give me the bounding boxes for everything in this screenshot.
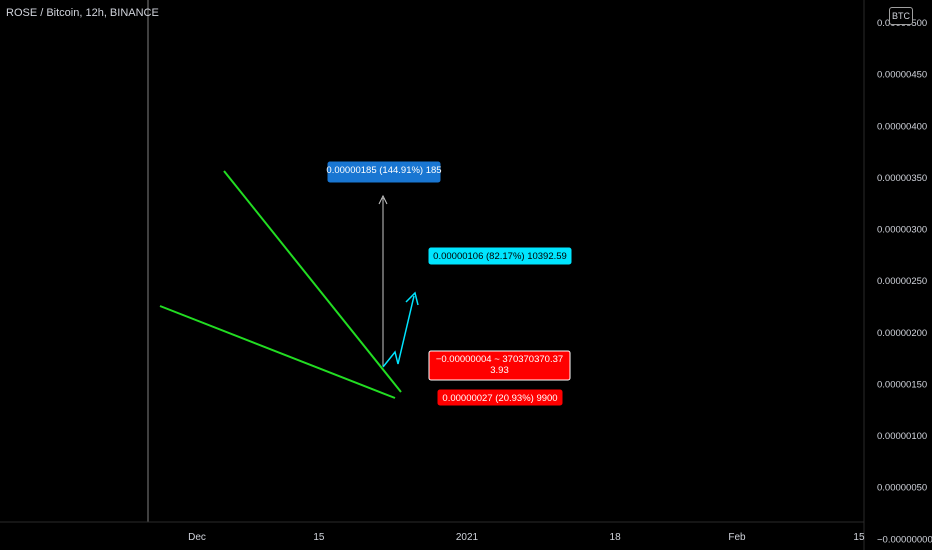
time-tick-label: Dec [188, 532, 206, 543]
price-tick-label: −0.00000000 [877, 534, 932, 545]
price-axis[interactable]: 0.000005000.000004500.000004000.00000350… [863, 0, 932, 550]
price-tick-label: 0.00000450 [877, 70, 927, 81]
chart-title: ROSE / Bitcoin, 12h, BINANCE [6, 7, 159, 19]
target-label-box [428, 247, 572, 265]
projection-path [382, 295, 415, 368]
price-tick-label: 0.00000250 [877, 276, 927, 287]
measure-arrowhead [378, 194, 388, 205]
time-axis[interactable]: Dec15202118Feb15Mar15Apr15May [0, 521, 932, 543]
position-label-box [428, 350, 571, 381]
time-tick-label: 18 [610, 532, 622, 543]
price-tick-label: 0.00000350 [877, 173, 927, 184]
measure-label-box [327, 161, 441, 183]
time-tick-label: 15 [853, 532, 865, 543]
stop-label-text: 0.00000027 (20.93%) 9900 [442, 393, 557, 404]
position-label-text: −0.00000004 ~ 370370370.37 [436, 354, 563, 365]
time-tick-label: 2021 [456, 532, 479, 543]
projection-arrowhead [405, 291, 419, 306]
currency-button[interactable]: BTC [889, 7, 913, 25]
price-tick-label: 0.00000050 [877, 483, 927, 494]
upper-trendline [223, 170, 402, 393]
target-label-text: 0.00000106 (82.17%) 10392.59 [433, 251, 567, 262]
price-tick-label: 0.00000150 [877, 379, 927, 390]
stop-label-box [437, 389, 563, 406]
price-tick-label: 0.00000200 [877, 328, 927, 339]
position-label-text: 3.93 [490, 365, 509, 376]
price-tick-label: 0.00000400 [877, 121, 927, 132]
measure-label-text: 0.00000185 (144.91%) 185 [326, 165, 441, 176]
price-tick-label: 0.00000100 [877, 431, 927, 442]
lower-trendline [159, 305, 396, 399]
price-tick-label: 0.00000300 [877, 225, 927, 236]
time-tick-label: 15 [313, 532, 325, 543]
time-tick-label: Feb [728, 532, 746, 543]
